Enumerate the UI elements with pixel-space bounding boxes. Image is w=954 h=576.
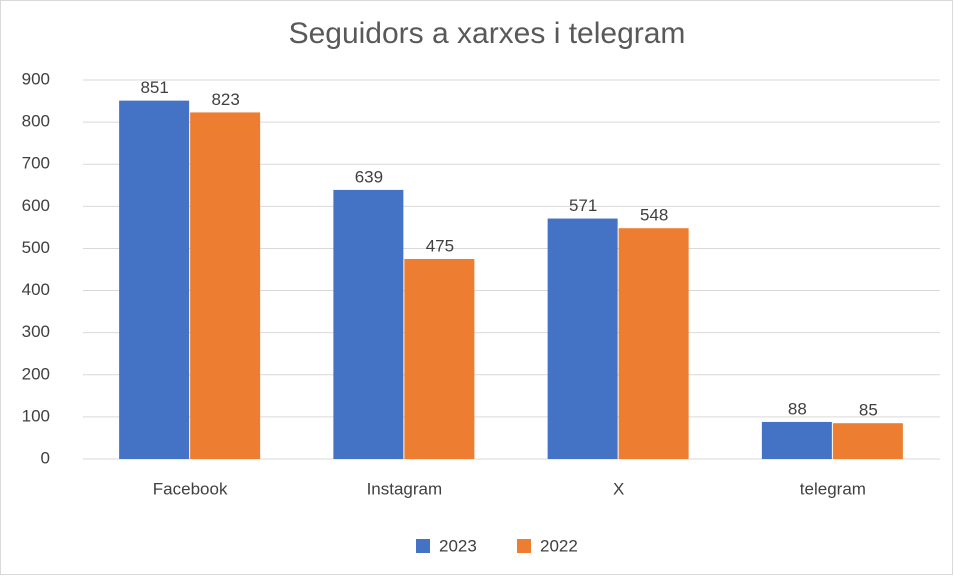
data-label: 475	[426, 236, 454, 255]
y-tick-label: 400	[22, 280, 50, 299]
bar	[190, 112, 261, 460]
bar	[547, 218, 618, 459]
legend-label: 2023	[439, 536, 477, 555]
bar	[119, 100, 190, 459]
data-label: 571	[569, 196, 597, 215]
y-tick-label: 800	[22, 112, 50, 131]
x-tick-label: X	[613, 479, 624, 498]
data-label: 639	[355, 167, 383, 186]
data-label: 548	[640, 206, 668, 225]
bar	[333, 189, 404, 459]
y-tick-label: 900	[22, 69, 50, 88]
legend-swatch	[517, 539, 531, 553]
legend-label: 2022	[540, 536, 578, 555]
x-tick-label: Facebook	[153, 479, 228, 498]
legend-swatch	[416, 539, 430, 553]
y-tick-label: 200	[22, 364, 50, 383]
chart-title: Seguidors a xarxes i telegram	[289, 17, 686, 50]
y-tick-label: 600	[22, 196, 50, 215]
data-label: 85	[859, 401, 878, 420]
data-label: 823	[211, 90, 239, 109]
y-tick-label: 700	[22, 154, 50, 173]
bar	[618, 228, 689, 459]
bar	[832, 423, 903, 459]
data-label: 851	[140, 78, 168, 97]
bar	[761, 421, 832, 459]
data-label: 88	[788, 399, 807, 418]
y-tick-label: 500	[22, 238, 50, 257]
x-tick-label: Instagram	[367, 479, 443, 498]
x-tick-label: telegram	[800, 479, 866, 498]
y-tick-label: 0	[41, 448, 50, 467]
y-tick-label: 300	[22, 322, 50, 341]
bar	[404, 258, 475, 459]
y-tick-label: 100	[22, 406, 50, 425]
